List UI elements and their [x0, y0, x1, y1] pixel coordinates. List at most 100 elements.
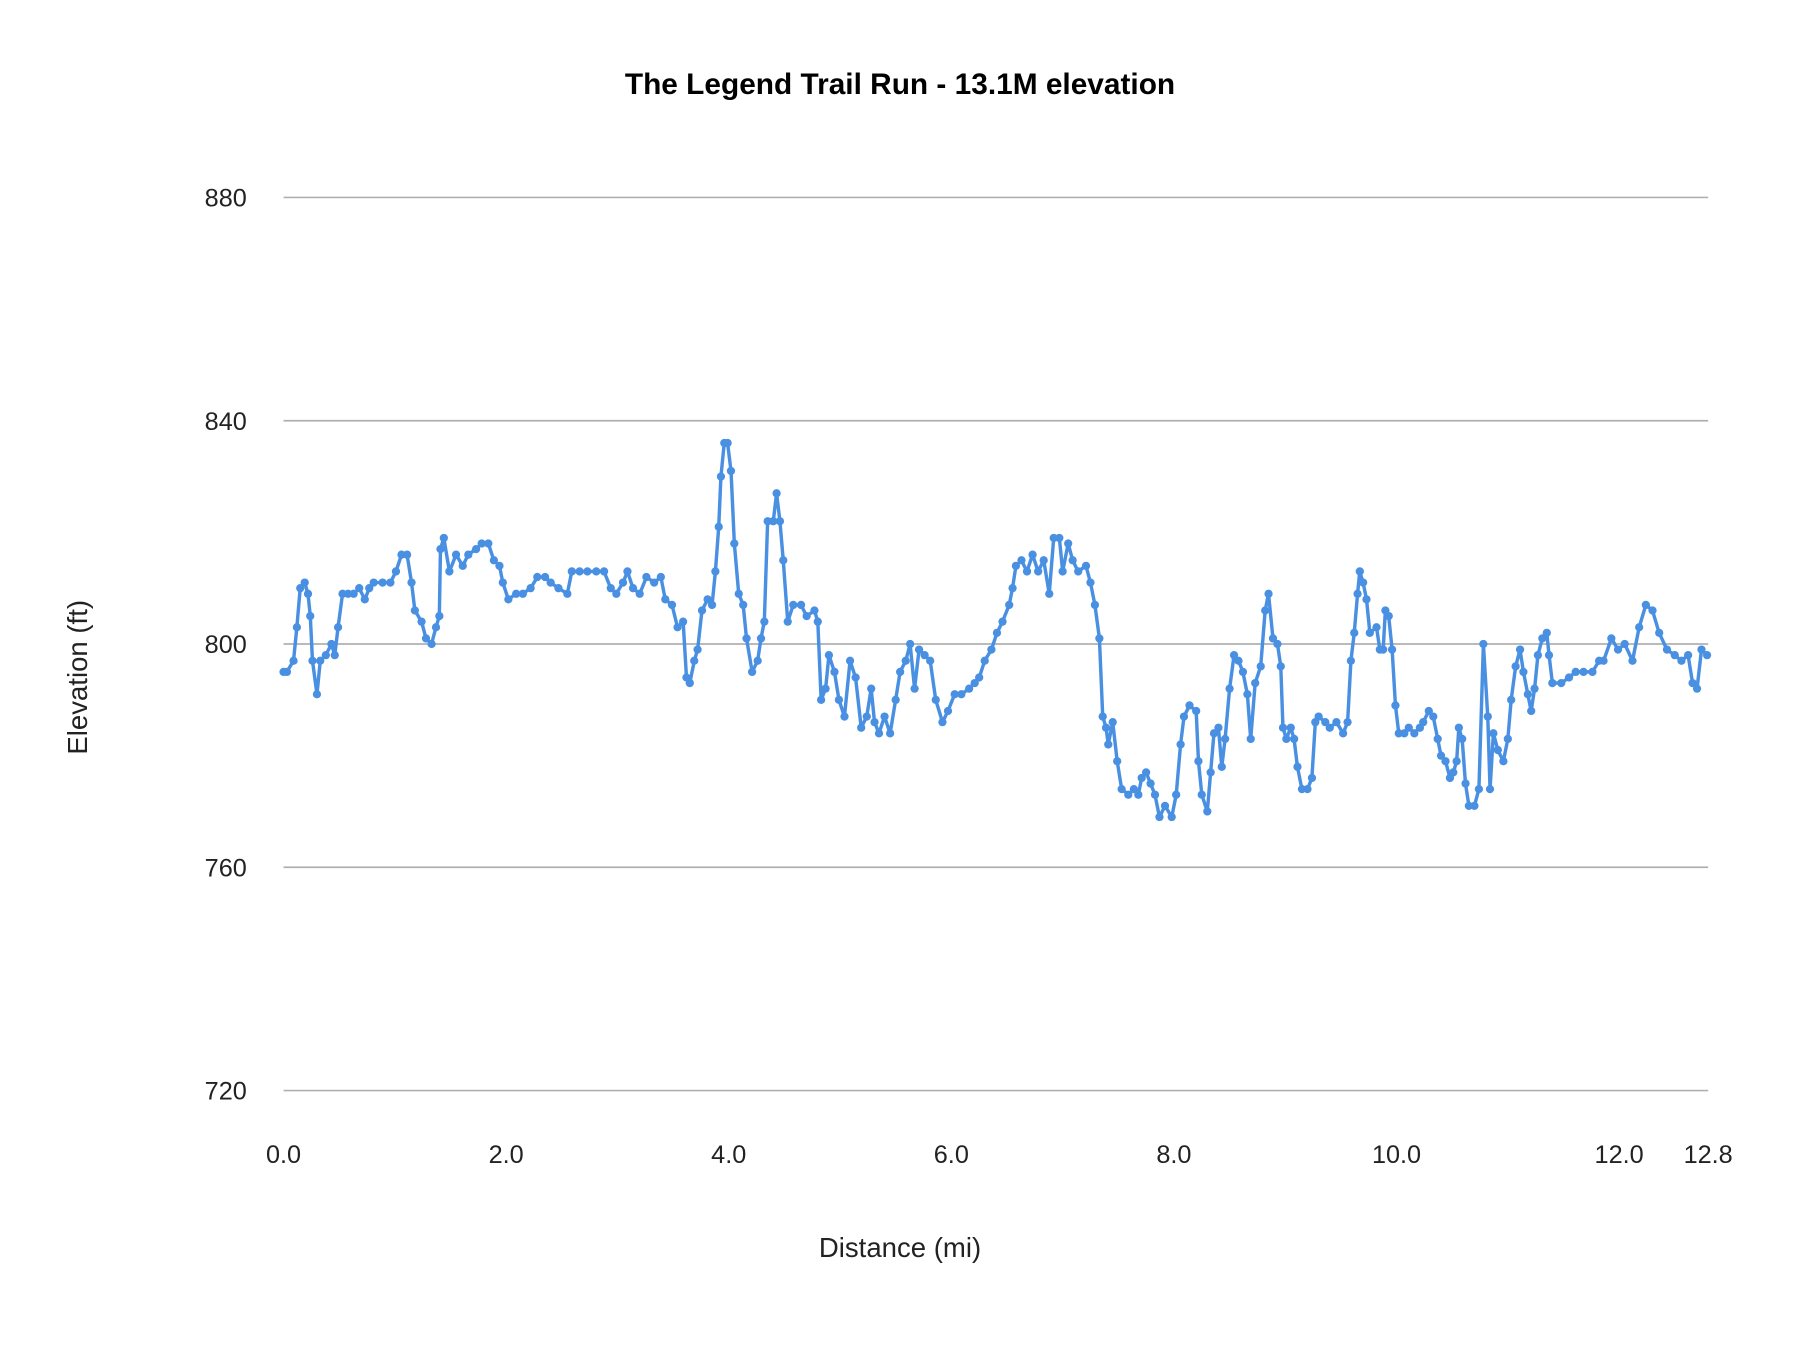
- data-point: [1011, 561, 1021, 570]
- data-point: [1068, 556, 1077, 565]
- data-point: [950, 690, 959, 699]
- data-point: [716, 472, 726, 481]
- data-point: [685, 678, 694, 688]
- chart-title: The Legend Trail Run - 13.1M elevation: [625, 68, 1175, 101]
- data-point: [1564, 673, 1574, 682]
- data-point: [1172, 790, 1181, 799]
- data-point: [1692, 684, 1702, 693]
- data-point: [546, 578, 555, 587]
- data-point: [775, 517, 785, 526]
- data-point: [1307, 773, 1317, 783]
- data-point: [1039, 556, 1048, 565]
- data-point: [1064, 539, 1073, 548]
- data-point: [714, 522, 723, 531]
- data-point: [623, 567, 632, 576]
- data-point: [1124, 790, 1133, 799]
- data-point: [333, 623, 343, 632]
- data-point: [1045, 589, 1054, 598]
- data-point: [1028, 550, 1037, 559]
- data-point: [1176, 740, 1185, 749]
- data-point: [1379, 645, 1388, 654]
- data-point: [697, 606, 707, 615]
- data-point: [1641, 600, 1650, 610]
- data-point: [1022, 567, 1032, 576]
- data-point: [1098, 712, 1107, 721]
- x-axis-label: Distance (mi): [819, 1232, 981, 1263]
- data-point: [821, 684, 830, 693]
- x-tick-label: 8.0: [1156, 1141, 1191, 1169]
- data-point: [1702, 651, 1712, 660]
- data-point: [753, 656, 762, 665]
- data-point: [650, 578, 659, 587]
- data-point: [417, 617, 426, 626]
- data-point: [1499, 757, 1508, 766]
- data-point: [1530, 684, 1539, 693]
- data-point: [296, 584, 305, 593]
- data-point: [484, 539, 493, 548]
- data-point: [1458, 734, 1467, 744]
- data-point: [779, 556, 788, 565]
- data-point: [1429, 712, 1438, 721]
- data-point: [998, 617, 1007, 626]
- y-tick-label: 760: [205, 854, 247, 882]
- data-point: [931, 695, 940, 704]
- data-point: [1278, 723, 1288, 732]
- data-point: [1628, 656, 1637, 665]
- data-point: [612, 589, 621, 598]
- data-point: [707, 600, 717, 610]
- data-point: [1387, 645, 1397, 654]
- y-tick-label: 720: [205, 1078, 247, 1106]
- data-point: [661, 595, 670, 604]
- data-point: [282, 667, 292, 677]
- data-point: [471, 544, 481, 554]
- data-point: [1268, 634, 1278, 643]
- data-point: [1276, 662, 1285, 671]
- data-point: [926, 656, 935, 665]
- data-point: [1141, 768, 1151, 777]
- data-point: [1350, 628, 1359, 637]
- data-point: [512, 589, 521, 598]
- data-point: [1338, 729, 1348, 738]
- data-point: [980, 656, 989, 665]
- data-point: [435, 611, 444, 621]
- data-point: [862, 712, 871, 721]
- data-point: [312, 690, 322, 699]
- data-point: [1185, 701, 1194, 710]
- data-point: [1419, 718, 1428, 727]
- data-point: [1355, 567, 1364, 576]
- data-point: [1256, 662, 1265, 671]
- data-point: [1303, 785, 1312, 794]
- data-point: [1314, 712, 1323, 721]
- data-point: [1588, 667, 1597, 677]
- data-point: [1454, 723, 1463, 732]
- data-point: [756, 634, 766, 643]
- data-point: [726, 466, 736, 476]
- data-point: [386, 578, 395, 587]
- data-point: [1542, 628, 1551, 637]
- data-point: [992, 628, 1002, 637]
- data-point: [1353, 589, 1362, 598]
- data-point: [1146, 779, 1155, 788]
- data-point: [1519, 667, 1528, 677]
- data-point: [824, 651, 834, 660]
- data-point: [1261, 606, 1270, 615]
- data-point: [789, 600, 798, 610]
- data-point: [734, 589, 743, 598]
- data-point: [498, 578, 507, 587]
- data-point: [330, 651, 339, 660]
- data-point: [1325, 723, 1334, 732]
- data-point: [1108, 718, 1117, 727]
- data-point: [533, 572, 542, 582]
- data-point: [1683, 651, 1693, 660]
- data-point: [1179, 712, 1189, 721]
- data-point: [1489, 729, 1498, 738]
- data-point: [526, 584, 535, 593]
- data-point: [1160, 801, 1170, 811]
- data-point: [1055, 533, 1064, 543]
- data-point: [1449, 768, 1458, 777]
- data-point: [1290, 734, 1299, 744]
- data-point: [901, 656, 910, 665]
- data-point: [840, 712, 849, 721]
- data-point: [703, 595, 712, 604]
